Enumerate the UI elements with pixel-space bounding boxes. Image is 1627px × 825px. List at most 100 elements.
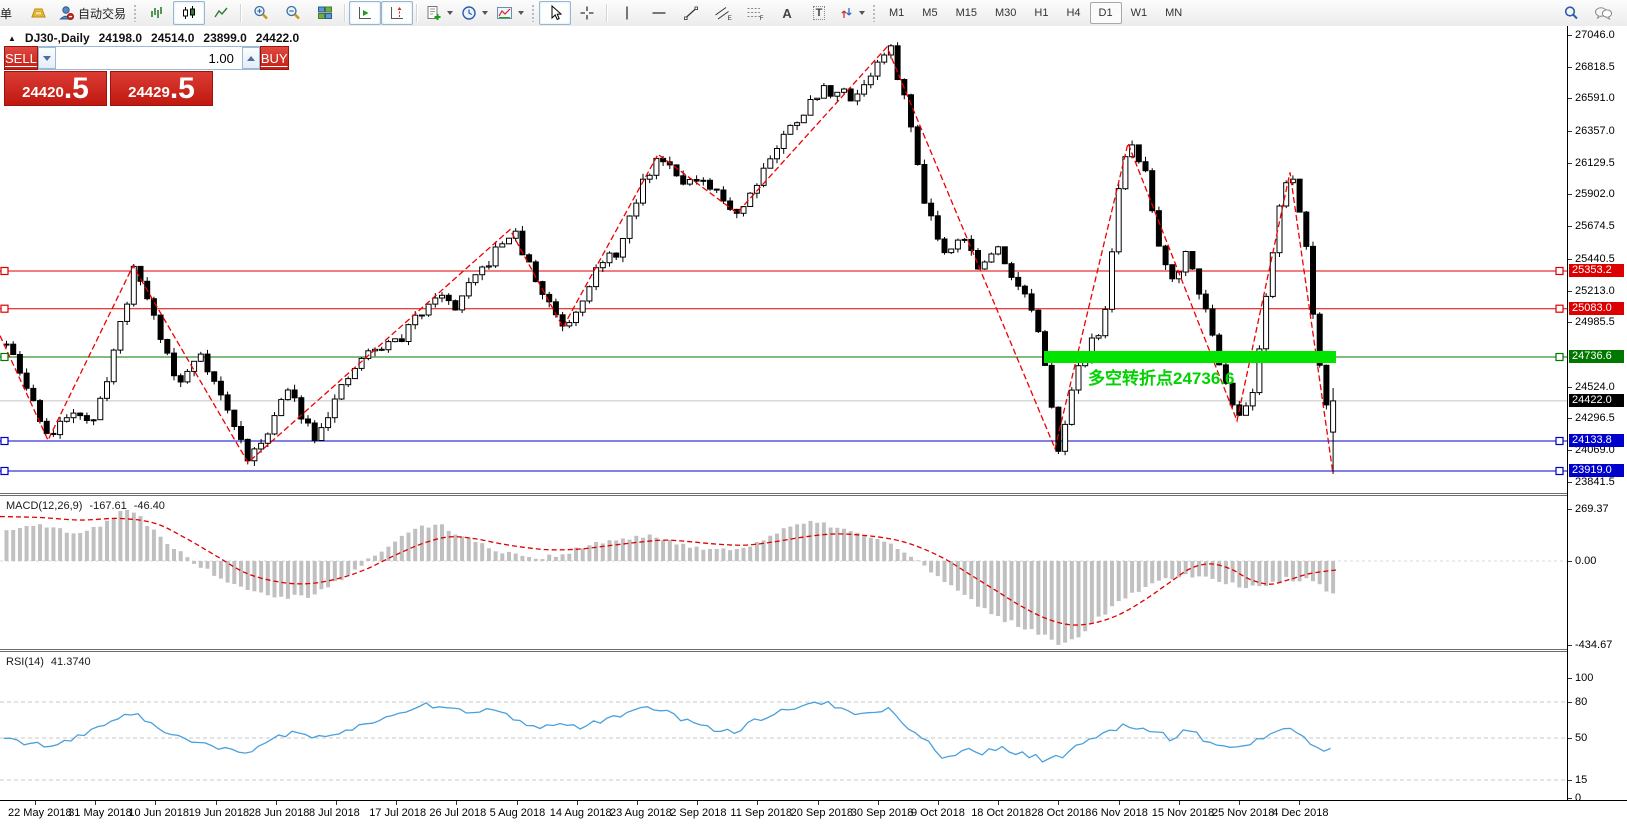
buy-button[interactable]: BUY — [259, 46, 289, 70]
chat-button[interactable] — [1587, 1, 1619, 25]
axis-tick-label: 25674.5 — [1575, 220, 1615, 232]
axis-tick — [1568, 291, 1572, 292]
indicators-dropdown-arrow[interactable] — [447, 11, 454, 15]
date-tick — [35, 801, 36, 805]
date-label: 15 Nov 2018 — [1151, 807, 1215, 819]
tile-windows-button[interactable] — [309, 1, 341, 25]
zoom-in-button[interactable] — [245, 1, 277, 25]
periods-dropdown-arrow[interactable] — [482, 11, 489, 15]
templates-dropdown-arrow[interactable] — [518, 11, 525, 15]
buy-price-box[interactable]: 24429 .5 — [110, 71, 213, 106]
date-tick — [637, 801, 638, 805]
timeframe-toolbar: M1 M5 M15 M30 H1 H4 D1 W1 MN — [880, 2, 1191, 24]
trendline-button[interactable] — [675, 1, 707, 25]
auto-scroll-button[interactable] — [349, 1, 382, 25]
axis-tick-label: 0 — [1575, 792, 1582, 804]
date-label: 30 Sep 2018 — [850, 807, 914, 819]
axis-tick — [1568, 98, 1572, 99]
volume-input[interactable] — [55, 47, 242, 69]
axis-tick-label: -434.67 — [1575, 639, 1613, 651]
templates-button[interactable] — [492, 1, 528, 25]
date-tick — [155, 801, 157, 805]
axis-tick — [1568, 67, 1572, 68]
deposit-gold-button[interactable] — [22, 1, 54, 25]
zoom-out-button[interactable] — [277, 1, 309, 25]
volume-increase-button[interactable] — [241, 47, 260, 69]
text-label-button[interactable]: T — [803, 1, 835, 25]
timeframe-h4[interactable]: H4 — [1066, 7, 1081, 19]
toolbar-grip[interactable] — [872, 4, 878, 22]
chart-shift-icon — [391, 7, 404, 19]
cursor-icon — [551, 5, 563, 21]
sell-price-box[interactable]: 24420 .5 — [4, 71, 107, 106]
date-label: 11 Sep 2018 — [730, 807, 792, 819]
arrows-dropdown-arrow[interactable] — [859, 11, 866, 15]
candlestick-chart-icon — [183, 6, 196, 19]
autotrading-label: 自动交易 — [78, 6, 127, 21]
search-button[interactable] — [1555, 1, 1587, 25]
axis-tick — [1568, 35, 1572, 36]
pane-splitter[interactable] — [0, 649, 1627, 652]
axis-tick-label: 0.00 — [1575, 555, 1597, 567]
fibonacci-button[interactable]: F — [739, 1, 771, 25]
timeframe-d1[interactable]: D1 — [1089, 2, 1122, 24]
horizontal-line-icon — [652, 12, 666, 14]
equidistant-channel-button[interactable]: E — [707, 1, 739, 25]
date-label: 8 Jul 2018 — [309, 807, 360, 819]
axis-tick — [1568, 798, 1572, 799]
price-tag: 24736.6 — [1569, 350, 1624, 363]
crosshair-button[interactable] — [571, 1, 603, 25]
axis-tick-label: 24985.5 — [1575, 316, 1615, 328]
toolbar-grip[interactable] — [531, 4, 537, 22]
horizontal-line-button[interactable] — [643, 1, 675, 25]
date-tick — [516, 801, 518, 805]
ohlc-open: 24198.0 — [98, 31, 143, 45]
toolbar-grip[interactable] — [133, 4, 139, 22]
timeframe-m15[interactable]: M15 — [955, 7, 977, 19]
date-tick — [576, 801, 578, 805]
rsi-pane[interactable] — [0, 653, 1567, 800]
pane-splitter[interactable] — [0, 493, 1627, 496]
axis-tick — [1568, 387, 1572, 388]
axis-tick — [1568, 322, 1572, 323]
text-tool-button[interactable]: A — [771, 1, 803, 25]
symbol-marker-icon: ▲ — [8, 33, 16, 43]
cursor-button[interactable] — [539, 1, 572, 25]
chart-shift-button[interactable] — [381, 1, 414, 25]
axis-tick — [1568, 259, 1572, 260]
buy-price-main: 24429 — [128, 84, 170, 101]
price-tag: 25083.0 — [1569, 302, 1624, 315]
timeframe-m1[interactable]: M1 — [889, 7, 905, 19]
candlestick-chart-button[interactable] — [173, 1, 206, 25]
clock-icon — [462, 6, 476, 20]
autotrading-button[interactable]: 自动交易 — [54, 1, 130, 25]
new-order-button[interactable]: 单 — [0, 1, 22, 25]
axis-tick — [1568, 738, 1572, 739]
macd-pane[interactable] — [0, 497, 1567, 649]
bar-chart-button[interactable] — [141, 1, 173, 25]
axis-tick-label: 50 — [1575, 732, 1588, 744]
timeframe-mn[interactable]: MN — [1165, 7, 1183, 19]
date-label: 26 Jul 2018 — [429, 807, 487, 819]
periods-button[interactable] — [457, 1, 492, 25]
arrows-tool-button[interactable] — [835, 1, 869, 25]
price-chart-pane[interactable]: 多空转折点24736.6 — [0, 26, 1567, 493]
indicators-button[interactable] — [421, 1, 457, 25]
axis-tick-label: 25213.0 — [1575, 285, 1615, 297]
volume-decrease-button[interactable] — [37, 47, 56, 69]
one-click-trade-panel: SELL BUY 24420 .5 24429 .5 — [4, 46, 289, 106]
price-axis-border — [1567, 26, 1568, 800]
timeframe-m30[interactable]: M30 — [994, 7, 1017, 19]
timeframe-m5[interactable]: M5 — [922, 7, 938, 19]
vertical-line-icon — [626, 6, 628, 20]
date-label: 10 Jun 2018 — [128, 807, 189, 819]
line-chart-icon — [214, 7, 228, 18]
timeframe-w1[interactable]: W1 — [1130, 7, 1148, 19]
vertical-line-button[interactable] — [611, 1, 643, 25]
line-chart-button[interactable] — [205, 1, 237, 25]
date-tick — [456, 801, 458, 805]
axis-tick-label: 26591.0 — [1575, 92, 1615, 104]
sell-button[interactable]: SELL — [4, 46, 38, 70]
axis-tick — [1568, 226, 1572, 227]
timeframe-h1[interactable]: H1 — [1034, 7, 1049, 19]
